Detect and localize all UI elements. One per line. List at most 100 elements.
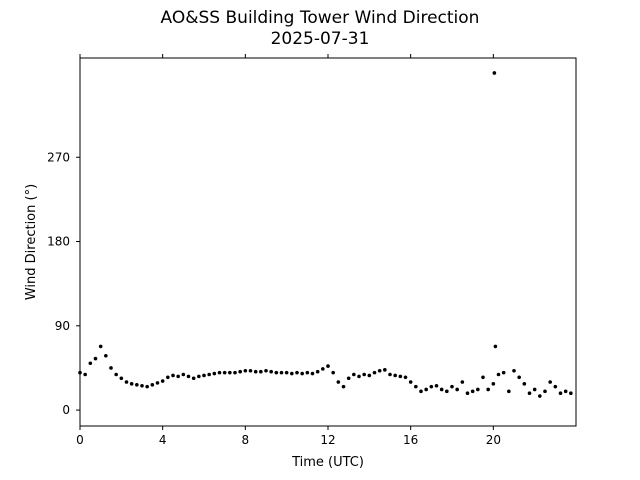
data-point bbox=[269, 369, 273, 374]
data-point bbox=[476, 387, 480, 392]
data-point bbox=[259, 369, 263, 374]
data-point bbox=[569, 391, 573, 396]
data-point bbox=[377, 368, 382, 373]
data-point bbox=[104, 353, 108, 358]
data-point bbox=[491, 382, 496, 386]
data-point bbox=[233, 370, 237, 375]
data-point bbox=[450, 384, 454, 389]
plot-frame bbox=[79, 57, 577, 427]
data-point bbox=[124, 380, 129, 384]
data-point bbox=[150, 383, 155, 387]
data-point bbox=[212, 371, 217, 376]
data-point bbox=[460, 380, 465, 384]
x-tick-label: 0 bbox=[76, 433, 84, 447]
x-tick-label: 8 bbox=[242, 433, 250, 447]
data-point bbox=[532, 387, 537, 392]
data-point bbox=[512, 368, 516, 373]
data-point bbox=[228, 370, 232, 375]
data-point bbox=[470, 389, 475, 394]
y-tick-label: 90 bbox=[55, 319, 70, 333]
data-point bbox=[140, 383, 144, 388]
data-point bbox=[414, 384, 418, 389]
data-point bbox=[171, 373, 175, 378]
data-point bbox=[129, 382, 134, 386]
x-tick-label: 12 bbox=[320, 433, 335, 447]
data-point bbox=[166, 375, 170, 380]
data-point bbox=[372, 370, 377, 375]
data-point bbox=[197, 374, 201, 379]
x-axis-label: Time (UTC) bbox=[291, 455, 364, 470]
data-point bbox=[403, 375, 408, 380]
data-point bbox=[486, 387, 490, 392]
data-point bbox=[238, 369, 242, 374]
x-tick-label: 4 bbox=[159, 433, 167, 447]
data-point bbox=[393, 373, 397, 378]
y-tick-label: 180 bbox=[47, 235, 70, 249]
data-point bbox=[429, 384, 434, 389]
data-point bbox=[434, 383, 439, 388]
data-point bbox=[145, 384, 149, 389]
y-tick-label: 0 bbox=[62, 403, 70, 417]
data-point bbox=[507, 389, 511, 394]
data-point bbox=[274, 370, 279, 375]
data-point bbox=[383, 368, 387, 372]
data-point bbox=[284, 370, 289, 375]
chart-title: AO&SS Building Tower Wind Direction bbox=[160, 8, 480, 28]
data-point bbox=[336, 380, 341, 384]
data-point bbox=[522, 382, 527, 386]
data-point bbox=[176, 374, 180, 379]
data-point bbox=[346, 376, 351, 381]
y-axis-ticks: 0 90 180 270 bbox=[47, 150, 80, 417]
data-point bbox=[362, 372, 366, 377]
data-point bbox=[114, 372, 118, 377]
data-point bbox=[93, 356, 98, 361]
data-point bbox=[465, 391, 470, 396]
data-point bbox=[548, 380, 552, 384]
data-point bbox=[155, 381, 160, 385]
data-point bbox=[321, 367, 325, 371]
data-point bbox=[98, 344, 103, 349]
chart-subtitle: 2025-07-31 bbox=[270, 29, 370, 49]
data-point bbox=[445, 389, 449, 394]
data-point bbox=[496, 372, 501, 377]
data-point bbox=[553, 384, 558, 389]
data-point bbox=[341, 384, 346, 389]
data-point bbox=[109, 366, 113, 370]
data-point bbox=[357, 374, 361, 379]
data-point bbox=[315, 369, 320, 374]
x-axis-ticks: 0 4 8 12 16 20 bbox=[76, 54, 501, 447]
data-point bbox=[295, 370, 299, 375]
y-axis-label: Wind Direction (°) bbox=[24, 184, 39, 300]
data-point bbox=[501, 370, 506, 375]
data-point bbox=[248, 368, 253, 373]
data-point bbox=[424, 387, 428, 392]
data-point bbox=[88, 361, 93, 366]
data-point bbox=[493, 344, 498, 349]
data-point bbox=[538, 394, 542, 398]
x-tick-label: 16 bbox=[403, 433, 418, 447]
data-point bbox=[326, 364, 330, 368]
data-point bbox=[253, 369, 258, 374]
data-point bbox=[191, 376, 196, 381]
data-point bbox=[398, 374, 403, 379]
data-point bbox=[492, 71, 497, 75]
data-point bbox=[290, 371, 294, 376]
y-tick-label: 270 bbox=[47, 150, 70, 164]
data-point bbox=[517, 375, 521, 380]
data-point bbox=[300, 371, 304, 376]
data-point bbox=[135, 383, 139, 387]
data-point bbox=[207, 372, 211, 377]
data-point bbox=[186, 374, 191, 379]
data-point bbox=[181, 372, 186, 377]
data-point bbox=[543, 389, 547, 394]
data-point bbox=[83, 372, 87, 377]
data-point bbox=[367, 373, 372, 378]
data-point bbox=[455, 387, 459, 392]
data-point bbox=[119, 376, 124, 381]
data-point bbox=[305, 370, 310, 375]
data-point bbox=[279, 370, 284, 375]
data-point bbox=[243, 368, 248, 373]
x-tick-label: 20 bbox=[486, 433, 501, 447]
data-point bbox=[408, 380, 413, 384]
